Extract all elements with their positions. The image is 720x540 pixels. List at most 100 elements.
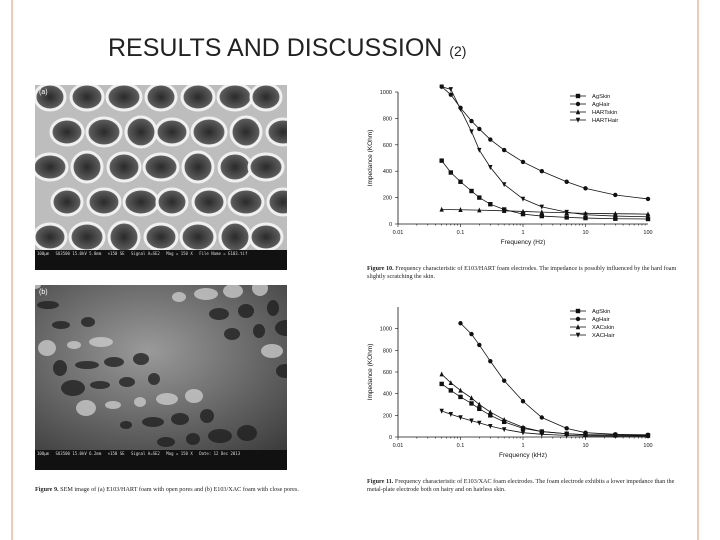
x-tick-label: 0.1 (457, 443, 465, 449)
data-point (477, 147, 482, 153)
y-tick-label: 800 (383, 348, 392, 354)
pore (120, 421, 132, 429)
pore (38, 340, 56, 356)
legend-marker (575, 308, 581, 314)
y-tick-label: 0 (389, 222, 392, 228)
sem-info: File Name = E103.tif (199, 251, 248, 256)
x-tick-label: 100 (643, 443, 652, 449)
sem-foam-close-pores (35, 285, 287, 450)
pore (67, 341, 81, 349)
pore (267, 300, 279, 316)
data-point (501, 182, 507, 188)
data-point (488, 165, 493, 170)
chart-fig11: 0 200 400 600 800 1000 0.01 0.1 1 10 100 Frequency … (367, 307, 653, 459)
figure11-caption: Figure 11. Frequency characteristic of E… (367, 478, 679, 493)
pore (156, 393, 178, 405)
data-point (488, 358, 493, 364)
pore (85, 116, 123, 148)
legend-marker (575, 332, 581, 338)
y-axis-label: Impedance (KOhm) (367, 130, 374, 187)
data-point (488, 409, 493, 415)
slide-title: RESULTS AND DISCUSSION (2) (108, 34, 466, 63)
pore (218, 220, 252, 250)
data-point (645, 434, 651, 440)
data-point (613, 213, 618, 219)
series-HARTHair (439, 84, 651, 220)
pore (200, 409, 214, 423)
figure9-caption: Figure 9. SEM image of (a) E103/HART foa… (35, 486, 350, 494)
title-text: RESULTS AND DISCUSSION (108, 34, 443, 62)
y-tick-label: 400 (383, 392, 392, 398)
data-point (520, 424, 526, 430)
pore (134, 397, 146, 407)
data-point (458, 387, 463, 393)
data-point (477, 207, 482, 213)
y-tick-label: 200 (383, 413, 392, 419)
data-point (583, 433, 588, 439)
sem-info: Signal A=SE2 (130, 451, 160, 456)
pore (171, 413, 189, 425)
pore (86, 187, 122, 217)
y-tick-label: 600 (383, 370, 392, 376)
x-tick-label: 1 (521, 230, 524, 236)
series-line (441, 86, 649, 200)
series-AgSkin (439, 158, 651, 222)
data-point (477, 195, 482, 200)
data-point (520, 430, 526, 436)
pore (75, 361, 99, 369)
pore (142, 417, 164, 427)
data-point (458, 179, 463, 184)
x-axis-label: Frequency (kHz) (499, 452, 547, 459)
y-tick-label: 1000 (380, 90, 392, 96)
data-point (488, 423, 493, 429)
pore (194, 288, 218, 300)
sem-info: SU3500 15.0kV 5.8mm (55, 251, 102, 256)
data-point (458, 207, 463, 212)
pore (154, 117, 190, 147)
y-tick-label: 800 (383, 116, 392, 122)
sem-image-a: (a) 100μm SU3500 15.0kV 5.8mm ×150 SE Si… (35, 85, 287, 270)
y-tick-label: 400 (383, 169, 392, 175)
pore (90, 381, 110, 389)
legend-marker (575, 93, 581, 99)
data-point (448, 412, 454, 417)
x-tick-label: 0.01 (393, 443, 404, 449)
chart-fig10: 0 200 400 600 800 1000 0.01 0.1 1 10 100 Frequency … (367, 84, 653, 246)
pore (37, 301, 59, 309)
pore (133, 353, 149, 365)
data-point (448, 92, 454, 97)
data-point (613, 192, 618, 198)
pore (49, 117, 85, 147)
pore (68, 221, 106, 250)
x-tick-label: 10 (582, 443, 588, 449)
sem-info-bar-b: 100μm SU3500 15.0kV 6.2mm ×150 SE Signal… (35, 450, 287, 470)
pore (266, 187, 287, 217)
pore (248, 222, 284, 250)
data-point (520, 196, 526, 202)
sem-foam-open-pores (35, 85, 287, 250)
data-point (448, 87, 454, 93)
series-line (441, 383, 649, 436)
pore (247, 152, 285, 182)
pore (107, 220, 141, 250)
pore (186, 433, 200, 445)
data-point (539, 432, 545, 437)
series-AgHair (458, 321, 651, 438)
pore (76, 400, 96, 416)
data-point (477, 406, 482, 412)
pore (143, 222, 179, 250)
data-point (469, 129, 474, 135)
pore (181, 150, 215, 184)
data-point (520, 399, 526, 404)
series-line (441, 209, 649, 215)
pore (229, 115, 263, 149)
pore (276, 364, 287, 378)
pore (89, 337, 113, 347)
data-point (439, 371, 444, 377)
y-tick-label: 1000 (380, 327, 392, 333)
pore (208, 429, 232, 443)
legend-label: XACskin (592, 325, 614, 331)
pore (157, 437, 175, 447)
legend-marker (575, 117, 581, 123)
pore (124, 115, 158, 149)
